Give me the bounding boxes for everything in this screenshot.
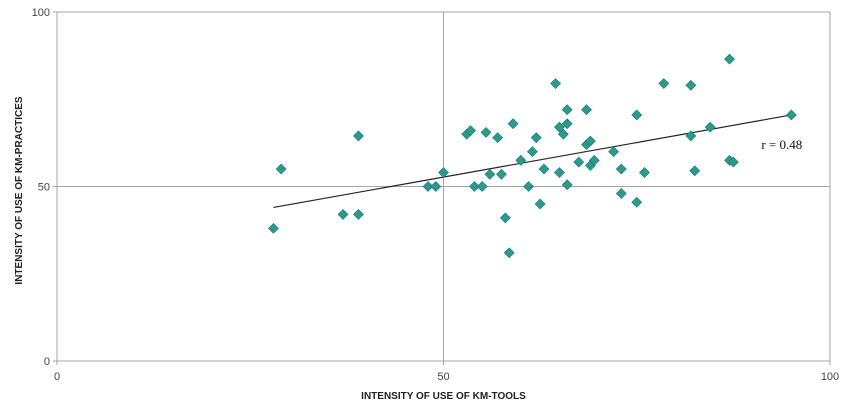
- data-point: [268, 222, 279, 234]
- data-point: [554, 167, 565, 178]
- data-point: [631, 196, 643, 208]
- x-axis-ticks: 0 50 100: [54, 361, 839, 383]
- data-point: [530, 132, 542, 144]
- x-axis-title: INTENSITY OF USE OF KM-TOOLS: [361, 391, 526, 402]
- data-point: [584, 135, 596, 147]
- x-tick-label: 0: [54, 371, 60, 383]
- y-axis-title: INTENSITY OF USE OF KM-PRACTICES: [14, 96, 25, 284]
- data-point: [689, 165, 701, 177]
- data-point: [685, 79, 697, 91]
- data-point: [658, 78, 670, 89]
- data-point: [615, 188, 627, 199]
- correlation-annotation: r = 0.48: [761, 137, 802, 152]
- y-axis-ticks: 0 50 100: [32, 7, 57, 368]
- data-point: [480, 126, 492, 138]
- trendline: [273, 114, 792, 209]
- data-point: [492, 132, 504, 144]
- data-point: [534, 198, 546, 210]
- data-point: [496, 168, 507, 180]
- data-point: [608, 146, 619, 158]
- y-tick-label: 50: [38, 182, 50, 194]
- data-point: [430, 181, 442, 192]
- data-point: [476, 181, 488, 192]
- y-tick-label: 0: [44, 356, 50, 368]
- data-point: [785, 109, 797, 121]
- data-point: [515, 154, 527, 166]
- data-point: [704, 121, 716, 133]
- data-point: [353, 208, 364, 220]
- y-tick-label: 100: [32, 7, 50, 19]
- data-point: [727, 156, 739, 168]
- data-point: [554, 121, 565, 133]
- data-point: [526, 146, 538, 158]
- data-points: [268, 53, 797, 259]
- data-point: [557, 128, 569, 140]
- gridlines: [57, 12, 830, 361]
- data-point: [573, 156, 585, 168]
- data-point: [581, 104, 592, 116]
- data-point: [639, 167, 650, 178]
- data-point: [503, 247, 515, 259]
- data-point: [353, 130, 364, 142]
- data-point: [523, 181, 534, 192]
- data-point: [465, 125, 476, 137]
- data-point: [275, 163, 287, 175]
- x-tick-label: 50: [437, 371, 449, 383]
- data-point: [507, 118, 519, 130]
- data-point: [561, 179, 573, 191]
- data-point: [724, 53, 735, 65]
- data-point: [538, 163, 550, 175]
- data-point: [631, 109, 643, 121]
- data-point: [561, 118, 573, 130]
- data-point: [685, 130, 697, 142]
- data-point: [499, 212, 511, 224]
- data-point: [550, 78, 562, 89]
- data-point: [484, 168, 496, 180]
- data-point: [588, 154, 600, 166]
- data-point: [615, 163, 627, 175]
- data-point: [337, 208, 349, 220]
- data-point: [438, 167, 449, 178]
- data-point: [561, 104, 573, 116]
- trendline-layer: [273, 114, 792, 209]
- data-point: [468, 181, 480, 192]
- data-point: [422, 181, 434, 192]
- x-tick-label: 100: [821, 371, 839, 383]
